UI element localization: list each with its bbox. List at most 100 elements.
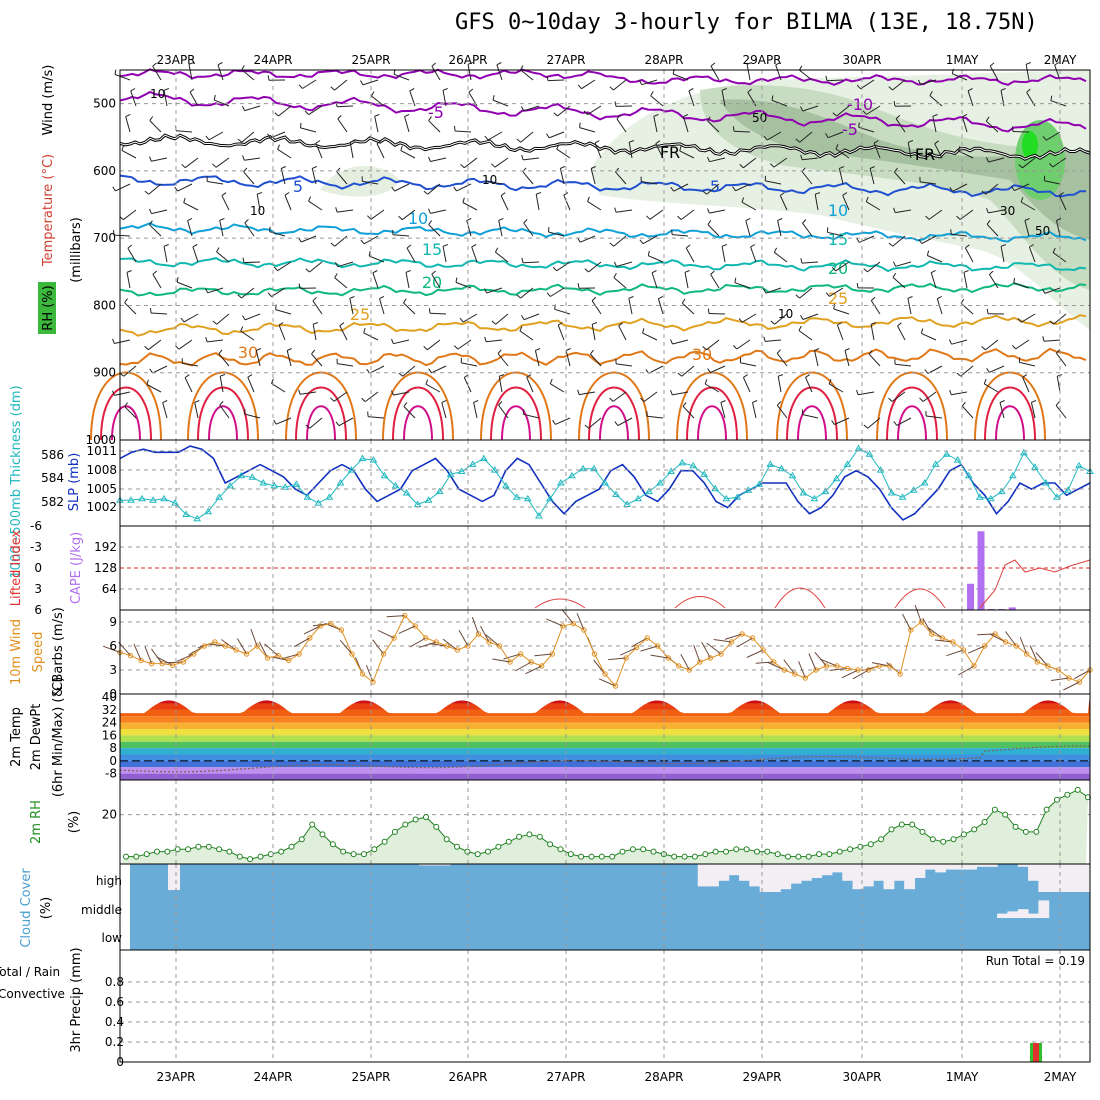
rh-marker — [681, 853, 688, 860]
wind-barb-flag — [653, 114, 659, 117]
wind-barb — [557, 324, 565, 341]
rh-marker — [164, 848, 171, 855]
thickness-marker — [755, 480, 764, 487]
wind-barb — [836, 324, 844, 341]
wind-barb-flag — [613, 261, 618, 267]
wind-barb-flag — [1017, 318, 1022, 323]
wind-barb — [779, 195, 788, 211]
wind-barb — [1028, 246, 1036, 263]
thickness-marker — [292, 480, 301, 487]
wind-barb — [276, 417, 292, 425]
wind-barb-flag — [521, 315, 525, 320]
wind-barb — [616, 363, 633, 367]
wind-barb-flag — [556, 144, 560, 150]
wind-barb-flag — [1042, 336, 1045, 342]
wind-speed-marker — [908, 627, 914, 633]
wind-barb — [922, 391, 937, 402]
wind-barb — [148, 183, 162, 195]
wind-barb — [556, 148, 571, 159]
wind-barb-flag — [775, 62, 781, 66]
wind-barb — [709, 157, 726, 163]
wind-barb — [244, 313, 261, 321]
wind-barb-flag — [618, 322, 623, 327]
wind-barb — [928, 209, 943, 220]
wind-speed-marker — [539, 663, 545, 669]
rh-marker — [971, 826, 978, 833]
wind-barb-flag — [521, 155, 524, 161]
wind-barb — [984, 383, 999, 393]
wind-barb — [240, 330, 255, 341]
wind-barb-10m — [398, 625, 416, 634]
wind-barb-flag — [237, 138, 243, 143]
wind-barb — [121, 149, 137, 159]
thickness-marker — [1042, 479, 1050, 486]
rh-marker — [909, 821, 916, 828]
wind-barb — [548, 231, 565, 237]
wind-barb — [581, 79, 596, 90]
wind-barb — [496, 64, 503, 81]
wind-barb — [989, 65, 999, 81]
wind-barb — [836, 105, 850, 117]
wind-barb — [952, 73, 968, 81]
thickness-marker — [645, 487, 653, 495]
wind-barb-flag — [642, 328, 645, 334]
wind-barb — [802, 157, 819, 161]
rh-label: 10 — [250, 204, 265, 218]
lifted-index-tick: -6 — [30, 519, 42, 533]
wind-barb-flag — [403, 298, 407, 304]
pressure-tick: 1000 — [85, 433, 116, 447]
wind-barb — [842, 195, 850, 211]
wind-barb — [146, 384, 162, 393]
date-label-bottom: 25APR — [351, 1070, 390, 1084]
wind-barb — [523, 222, 534, 237]
cloud-high-bar — [976, 864, 988, 867]
wind-barb-10m — [829, 667, 848, 671]
wind-barb-flag — [986, 208, 989, 214]
wind-barb-flag — [244, 219, 249, 224]
wind-barb — [271, 287, 286, 298]
wind-barb-flag — [218, 349, 223, 355]
isotherm-label: FR — [660, 143, 680, 162]
cloud-high-bar — [790, 864, 802, 884]
rh-label: 10 — [778, 307, 793, 321]
wind-barb — [362, 79, 379, 86]
wind-barb-flag — [521, 257, 524, 263]
wind-barb — [176, 130, 193, 133]
rh-marker — [340, 848, 347, 855]
wind-barb — [1012, 131, 1030, 133]
wind-barb-flag — [335, 421, 340, 427]
wind-barb — [523, 105, 540, 112]
isotherm-35-dome — [392, 386, 444, 441]
wind-barb-flag — [498, 218, 504, 221]
wind-barb — [122, 209, 137, 221]
thickness-marker — [204, 507, 213, 515]
wind-barb-flag — [743, 374, 748, 378]
isotherm-35-dome — [588, 386, 640, 441]
wind-barb-10m — [471, 616, 479, 635]
wind-barb-flag — [560, 166, 566, 169]
wind-barb-flag — [926, 250, 930, 256]
wind-barb — [401, 209, 416, 221]
wind-barb — [471, 246, 478, 263]
rh-marker — [319, 831, 326, 838]
wind-barb-flag — [962, 113, 968, 118]
wind-barb — [1044, 180, 1061, 185]
wind-barb — [244, 413, 261, 419]
cloud-high-bar — [914, 864, 926, 878]
wind-barb — [866, 201, 881, 211]
wind-speed-marker — [897, 671, 903, 677]
wind-barb-10m — [631, 637, 648, 648]
lifted-index-tick: 6 — [34, 603, 42, 617]
wind-barb — [466, 220, 472, 237]
thickness-marker — [1064, 486, 1072, 493]
thickness-marker — [435, 487, 444, 495]
wind-barb — [827, 231, 844, 237]
wind-barb-flag — [471, 244, 477, 248]
wind-barb — [548, 131, 565, 139]
wind-barb-flag — [308, 196, 312, 202]
wind-barb — [277, 148, 292, 159]
wind-barb — [337, 209, 354, 213]
wind-barb-flag — [747, 88, 752, 93]
wind-barb-flag — [870, 296, 876, 301]
wind-barb — [547, 79, 565, 82]
